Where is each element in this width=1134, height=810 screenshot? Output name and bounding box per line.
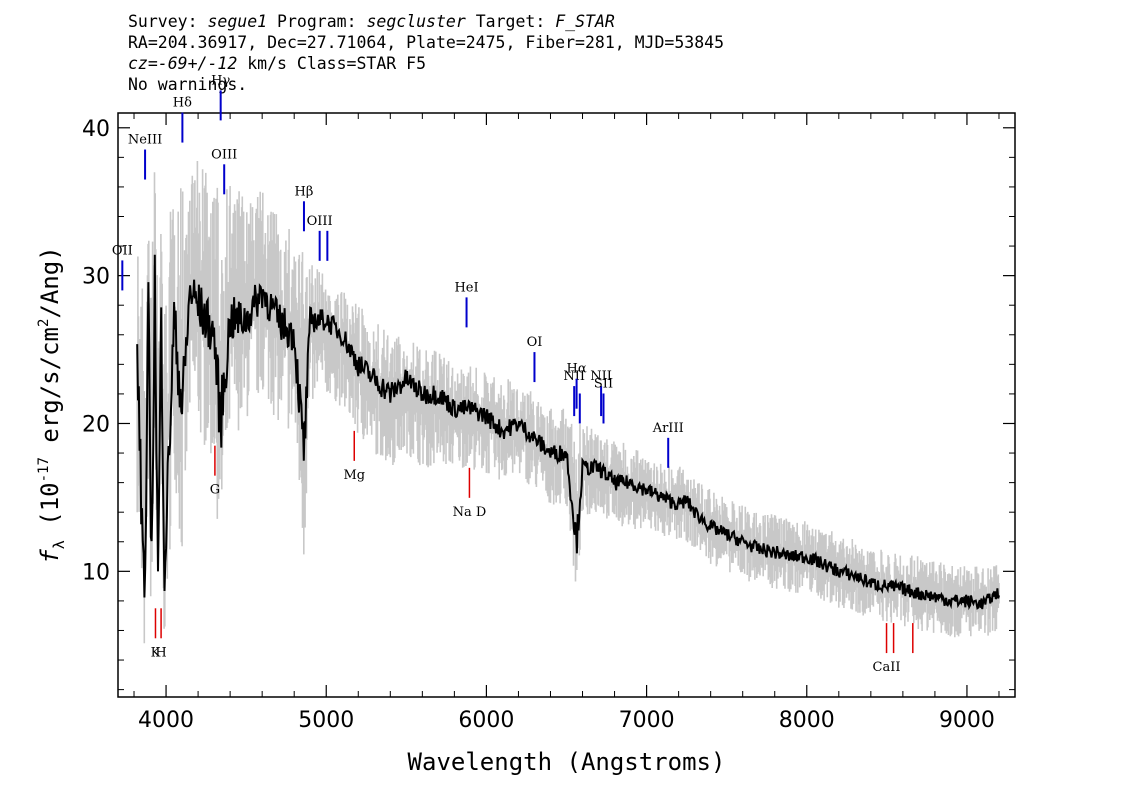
- noise-envelope: [136, 161, 1000, 644]
- emission-line-label: Hα: [567, 362, 587, 377]
- emission-line-label: OIII: [307, 214, 333, 229]
- header-line-2: RA=204.36917, Dec=27.71064, Plate=2475, …: [128, 33, 725, 52]
- y-tick-label: 30: [82, 265, 110, 290]
- header-line-4: No warnings.: [128, 75, 248, 94]
- absorption-line-label: Na D: [453, 505, 487, 520]
- emission-line-label: OIII: [211, 147, 237, 162]
- x-tick-label: 9000: [939, 708, 995, 733]
- flux-series: [136, 254, 1000, 611]
- y-tick-label: 40: [82, 117, 110, 142]
- y-axis-title-part: (10: [36, 482, 64, 540]
- emission-line-label: ArIII: [652, 421, 684, 436]
- header-line-3: cz=-69+/-12 km/s Class=STAR F5: [128, 53, 426, 74]
- y-tick-label: 20: [82, 412, 110, 437]
- absorption-line-label: K: [151, 645, 161, 660]
- y-tick-label: 10: [82, 560, 110, 585]
- flux-line: [136, 254, 1000, 611]
- survey-value: segue1: [207, 12, 268, 31]
- header-line-1: Survey: segue1 Program: segcluster Targe…: [128, 11, 615, 32]
- x-tick-label: 4000: [138, 708, 194, 733]
- y-axis-title-part: 2: [36, 319, 52, 327]
- plot-frame: [117, 112, 1016, 698]
- emission-line-label: NII: [563, 369, 585, 384]
- x-tick-label: 5000: [298, 708, 354, 733]
- emission-line-label: HeI: [454, 280, 478, 295]
- emission-line-label: Hδ: [173, 96, 192, 111]
- absorption-line-label: Mg: [343, 468, 365, 483]
- y-axis-title-part: erg/s/cm: [36, 327, 64, 457]
- emission-line-label: OII: [112, 243, 133, 258]
- absorption-line-label: H: [155, 645, 166, 660]
- emission-line-label: NII: [590, 369, 612, 384]
- cz-value: cz=-69+/-12: [128, 54, 238, 73]
- program-value: segcluster: [366, 12, 466, 31]
- noise-band: [136, 161, 1000, 644]
- emission-line-label: NeIII: [128, 133, 162, 148]
- target-label: Target:: [475, 12, 546, 31]
- y-axis-title-part: /Ang): [36, 246, 64, 318]
- x-axis-title: Wavelength (Angstroms): [408, 748, 726, 776]
- y-axis-title-part: -17: [36, 457, 52, 482]
- target-value: F_STAR: [555, 12, 615, 31]
- program-label: Program:: [277, 12, 357, 31]
- emission-line-label: Hβ: [295, 184, 314, 199]
- absorption-line-label: G: [210, 483, 220, 498]
- y-axis-title-part: λ: [50, 540, 68, 549]
- absorption-line-label: CaII: [873, 660, 901, 675]
- x-tick-label: 7000: [619, 708, 675, 733]
- cz-class-text: km/s Class=STAR F5: [237, 54, 427, 73]
- emission-line-label: Hγ: [211, 73, 230, 88]
- emission-line-label: OI: [527, 335, 543, 350]
- y-axis-title-part: f: [36, 549, 64, 564]
- y-axis-title: fλ (10-17 erg/s/cm2/Ang): [36, 246, 68, 563]
- emission-line-label: SII: [594, 376, 613, 391]
- x-tick-label: 8000: [779, 708, 835, 733]
- x-tick-label: 6000: [458, 708, 514, 733]
- survey-label: Survey:: [128, 12, 198, 31]
